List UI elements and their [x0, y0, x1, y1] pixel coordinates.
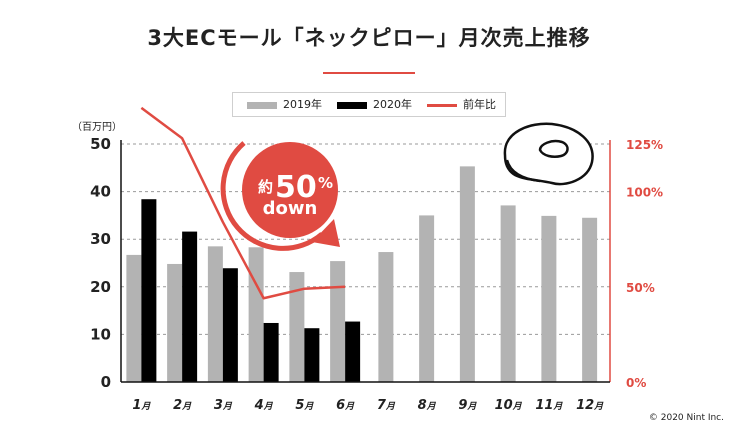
- x-tick-label: 5月: [295, 398, 314, 413]
- bar-2019: [167, 263, 183, 382]
- x-tick-label: 6月: [336, 398, 355, 413]
- legend-swatch-2020: [337, 102, 367, 109]
- y-axis-unit-label: （百万円）: [72, 122, 122, 133]
- y-left-tick-label: 20: [90, 278, 111, 296]
- y-left-tick-label: 50: [90, 135, 111, 153]
- chart-title: 3大ECモール「ネックピロー」月次売上推移: [147, 26, 591, 50]
- y-left-tick-label: 40: [90, 183, 111, 201]
- bar-2019: [126, 254, 142, 382]
- x-tick-label: 9月: [458, 398, 477, 413]
- x-tick-label: 3月: [214, 398, 233, 413]
- y-right-tick-label: 50%: [626, 281, 655, 295]
- y-left-tick-label: 10: [90, 325, 111, 343]
- tick-labels: 0 10 20 30 40 50 0% 50% 100% 125% 1月 2月 3月 4月 5月 6月 7月 8月…: [90, 135, 663, 413]
- x-tick-label: 12月: [576, 398, 604, 413]
- y-right-tick-label: 125%: [626, 138, 663, 152]
- bar-2019: [378, 252, 394, 382]
- bar-2019: [419, 215, 435, 382]
- callout: 約 50 % down: [220, 141, 340, 251]
- x-tick-label: 11月: [535, 398, 563, 413]
- legend: 2019年 2020年 前年比: [232, 92, 506, 117]
- y-left-tick-label: 0: [101, 373, 111, 391]
- bar-2019: [248, 247, 264, 382]
- legend-swatch-yoy: [427, 104, 457, 107]
- x-tick-label: 4月: [254, 398, 274, 413]
- yoy-line-group: [140, 106, 346, 300]
- axes: [120, 140, 611, 383]
- legend-swatch-2019: [247, 102, 277, 109]
- bar-2020: [304, 328, 320, 382]
- bar-2020: [141, 199, 157, 382]
- x-tick-label: 8月: [418, 398, 437, 413]
- legend-label-2019: 2019年: [283, 98, 322, 111]
- bar-2019: [330, 261, 346, 382]
- callout-prefix: 約: [258, 178, 273, 196]
- x-tick-label: 10月: [495, 398, 523, 413]
- y-right-tick-label: 0%: [626, 376, 646, 390]
- y-right-tick-label: 100%: [626, 186, 663, 200]
- bar-group: [126, 166, 598, 382]
- callout-arrow-head: [312, 219, 340, 247]
- bar-2020: [263, 322, 279, 382]
- bar-2019: [541, 215, 557, 382]
- legend-label-yoy: 前年比: [463, 98, 496, 111]
- bar-2019: [459, 166, 475, 382]
- bar-2019: [582, 217, 598, 382]
- bar-2020: [182, 231, 198, 382]
- y-left-tick-label: 30: [90, 230, 111, 248]
- callout-number: 50: [275, 170, 317, 205]
- callout-word: down: [263, 198, 318, 219]
- callout-percent: %: [318, 174, 333, 192]
- x-tick-label: 1月: [132, 398, 151, 413]
- callout-circle: [242, 142, 338, 238]
- title-underline: [323, 72, 415, 74]
- neck-pillow-icon: [503, 122, 594, 186]
- bar-2019: [289, 272, 305, 382]
- bar-2020: [222, 268, 238, 382]
- callout-arrow-arc: [220, 141, 324, 251]
- bar-2019: [500, 205, 516, 382]
- x-tick-label: 7月: [377, 398, 396, 413]
- bar-2020: [345, 321, 361, 382]
- bar-2019: [207, 246, 223, 382]
- legend-label-2020: 2020年: [373, 98, 412, 111]
- copyright-text: © 2020 Nint Inc.: [648, 413, 724, 423]
- x-tick-label: 2月: [173, 398, 192, 413]
- yoy-line: [140, 106, 346, 300]
